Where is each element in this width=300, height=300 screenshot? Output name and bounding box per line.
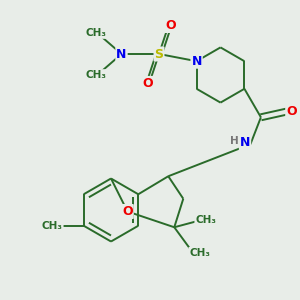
Text: N: N [191, 55, 202, 68]
Text: S: S [154, 47, 164, 61]
Text: O: O [286, 105, 297, 118]
Text: CH₃: CH₃ [189, 248, 210, 258]
Text: CH₃: CH₃ [42, 221, 63, 231]
Text: O: O [142, 77, 153, 90]
Text: H: H [230, 136, 239, 146]
Text: N: N [240, 136, 250, 149]
Text: CH₃: CH₃ [85, 70, 106, 80]
Text: N: N [116, 47, 127, 61]
Text: O: O [165, 19, 176, 32]
Text: O: O [122, 205, 133, 218]
Text: CH₃: CH₃ [85, 28, 106, 38]
Text: CH₃: CH₃ [195, 215, 216, 225]
